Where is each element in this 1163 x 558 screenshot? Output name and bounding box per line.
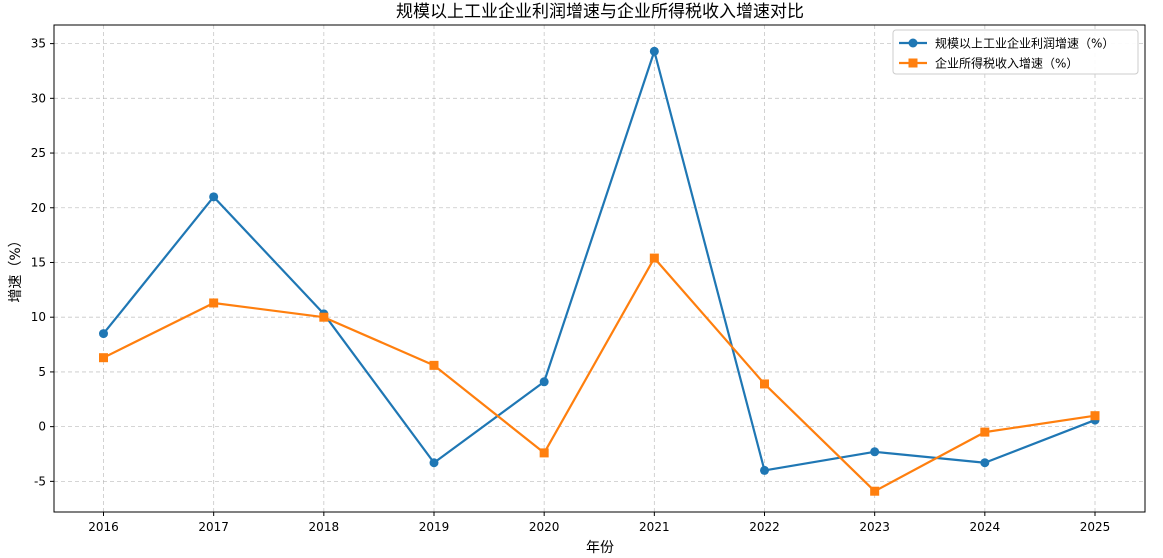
data-point (1090, 411, 1100, 421)
x-axis: 2016 2017 2018 2019 2020 2021 2022 2023 2024 2025 (88, 512, 1110, 534)
y-tick-label: 25 (31, 146, 46, 160)
data-point (539, 448, 549, 458)
legend-marker (908, 38, 918, 48)
y-tick-label: 30 (31, 91, 46, 105)
data-point (209, 298, 219, 308)
series-line (102, 50, 1096, 472)
x-tick-label: 2019 (419, 520, 450, 534)
x-tick-label: 2022 (749, 520, 780, 534)
y-tick-label: 10 (31, 310, 46, 324)
legend-marker (908, 58, 918, 68)
x-tick-label: 2025 (1080, 520, 1111, 534)
data-point (539, 377, 549, 387)
data-point (319, 312, 329, 322)
data-point (99, 329, 108, 339)
data-point (429, 360, 439, 370)
legend-label: 企业所得税收入增速（%） (935, 56, 1078, 71)
data-point (980, 427, 990, 437)
x-tick-label: 2017 (198, 520, 229, 534)
data-point (649, 46, 659, 56)
x-tick-label: 2018 (309, 520, 340, 534)
data-point (99, 353, 108, 363)
series-layer (99, 46, 1100, 496)
y-tick-label: 35 (31, 37, 46, 51)
data-point (760, 379, 769, 389)
y-tick-label: 20 (31, 201, 46, 215)
x-axis-label: 年份 (586, 540, 614, 556)
series-line (103, 257, 1096, 493)
plot-frame (53, 24, 1146, 513)
y-tick-label: 0 (38, 420, 46, 434)
data-point (870, 486, 880, 496)
y-tick-label: -5 (34, 474, 46, 488)
x-tick-label: 2023 (859, 520, 890, 534)
chart-title: 规模以上工业企业利润增速与企业所得税收入增速对比 (396, 2, 804, 22)
data-point (760, 465, 769, 475)
y-axis: -5 0 5 10 15 20 25 30 35 (31, 37, 54, 488)
x-tick-label: 2024 (970, 520, 1001, 534)
data-point (870, 447, 880, 457)
x-tick-label: 2016 (88, 520, 119, 534)
legend-box (892, 29, 1139, 75)
y-axis-label: 增速（%） (8, 233, 24, 302)
legend-label: 规模以上工业企业利润增速（%） (935, 36, 1114, 51)
legend: 规模以上工业企业利润增速（%） 企业所得税收入增速（%） (892, 29, 1139, 75)
y-tick-label: 15 (31, 255, 46, 269)
data-point (980, 458, 990, 468)
x-tick-label: 2021 (639, 520, 670, 534)
series-1 (99, 46, 1100, 475)
data-point (649, 253, 659, 263)
y-tick-label: 5 (38, 365, 46, 379)
grid (54, 25, 1145, 512)
x-tick-label: 2020 (529, 520, 560, 534)
series-2 (99, 253, 1100, 496)
data-point (209, 192, 219, 202)
data-point (429, 458, 439, 468)
